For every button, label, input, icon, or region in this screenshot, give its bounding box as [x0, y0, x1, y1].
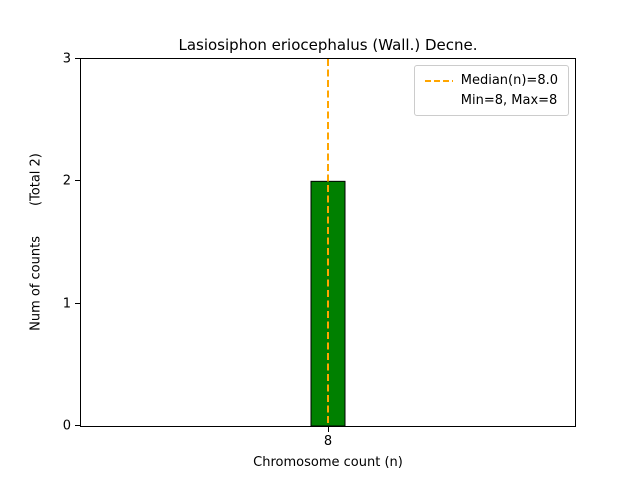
y-tick-mark-1 [75, 302, 80, 304]
y-tick-mark-2 [75, 180, 80, 182]
chart-title: Lasiosiphon eriocephalus (Wall.) Decne. [178, 36, 478, 54]
x-tick-label-8: 8 [323, 434, 333, 449]
legend-row-median: Median(n)=8.0 [424, 73, 558, 88]
legend-empty-sample [425, 99, 453, 103]
y-tick-label-2: 2 [62, 173, 71, 189]
y-axis-label-main: Num of counts [28, 236, 44, 331]
plot-svg [310, 59, 346, 426]
x-tick-mark-8 [328, 427, 329, 432]
y-tick-label-1: 1 [62, 296, 71, 312]
median-line-legend-sample [424, 79, 453, 82]
y-tick-label-3: 3 [62, 51, 71, 67]
legend-minmax-label: Min=8, Max=8 [460, 93, 558, 108]
legend-row-minmax: Min=8, Max=8 [425, 93, 558, 108]
x-axis-label: Chromosome count (n) [253, 455, 403, 470]
legend: Median(n)=8.0 Min=8, Max=8 [413, 65, 569, 116]
plot-area: Median(n)=8.0 Min=8, Max=8 [80, 58, 576, 427]
y-tick-label-0: 0 [62, 418, 71, 434]
y-tick-mark-3 [75, 58, 80, 59]
y-tick-mark-0 [75, 425, 80, 426]
legend-median-label: Median(n)=8.0 [460, 73, 558, 88]
